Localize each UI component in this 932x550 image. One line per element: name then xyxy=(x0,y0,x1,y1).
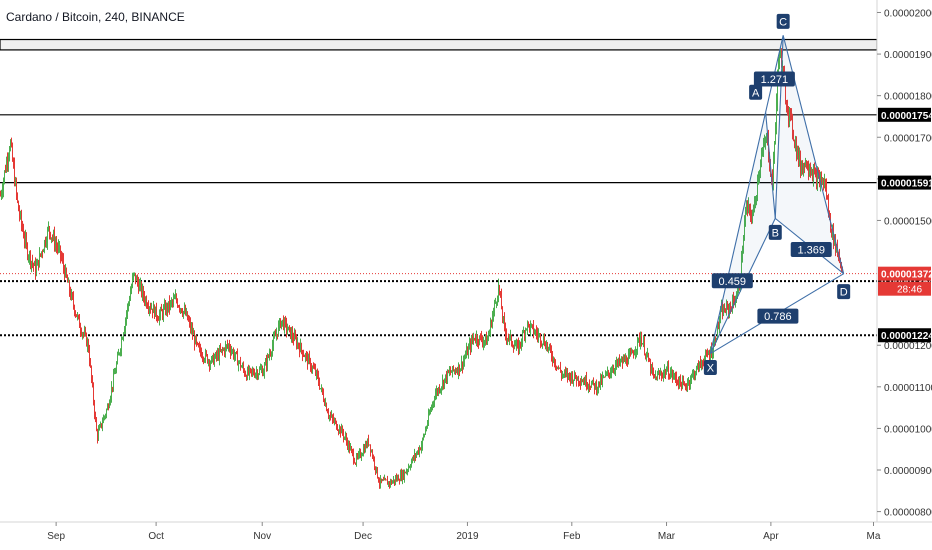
pattern-point-x: X xyxy=(707,363,715,375)
x-tick-label: Dec xyxy=(354,531,372,542)
y-tick-label: 0.00001500 xyxy=(884,216,932,227)
pattern-point-d: D xyxy=(840,287,848,299)
last-price-tag-bg xyxy=(878,266,931,281)
y-tick-label: 0.00002000 xyxy=(884,8,932,19)
level-tag: 0.00001591 xyxy=(881,179,932,190)
y-tick-label: 0.00001100 xyxy=(884,383,932,394)
x-tick-label: Sep xyxy=(47,531,65,542)
pattern-ratio-bg xyxy=(757,308,799,324)
x-tick-label: Ma xyxy=(867,531,881,542)
pattern-point-d-bg xyxy=(837,284,851,300)
x-tick-label: Nov xyxy=(253,531,271,542)
pattern-leg xyxy=(774,35,784,219)
pattern-point-x-bg xyxy=(703,360,717,376)
x-tick-label: Feb xyxy=(563,531,581,542)
last-price-tag: 0.00001372 xyxy=(881,270,932,281)
x-tick-label: Mar xyxy=(658,531,676,542)
pattern-point-b-bg xyxy=(768,224,782,240)
countdown-bg xyxy=(878,281,931,296)
pattern-ratio: 1.271 xyxy=(761,74,789,86)
pattern-point-b: B xyxy=(772,227,779,239)
pattern-point-c: C xyxy=(779,16,787,28)
y-tick-label: 0.00001900 xyxy=(884,50,932,61)
level-tag-bg xyxy=(878,107,931,122)
y-tick-label: 0.00000800 xyxy=(884,508,932,519)
y-tick-label: 0.00001800 xyxy=(884,92,932,103)
level-tag: 0.00001224 xyxy=(881,331,932,342)
pattern-fill xyxy=(710,112,776,354)
pattern-ratio-bg xyxy=(790,242,832,258)
pattern-ratio: 1.369 xyxy=(797,245,825,257)
countdown-label: 28:46 xyxy=(897,285,922,296)
chart-title: Cardano / Bitcoin, 240, BINANCE xyxy=(6,10,185,24)
pattern-leg xyxy=(709,112,767,354)
x-tick-label: Oct xyxy=(148,531,164,542)
level-tag: 0.00001754 xyxy=(881,111,932,122)
level-tag-bg xyxy=(878,175,931,190)
y-tick-label: 0.00001700 xyxy=(884,133,932,144)
x-tick-label: 2019 xyxy=(456,531,479,542)
pattern-leg xyxy=(765,112,776,219)
pattern-point-a-bg xyxy=(749,84,763,100)
y-tick-label: 0.00001000 xyxy=(884,424,932,435)
y-tick-label: 0.00001200 xyxy=(884,341,932,352)
x-tick-label: Apr xyxy=(763,531,779,542)
pattern-ratio: 0.459 xyxy=(719,276,747,288)
pattern-point-c-bg xyxy=(776,13,790,29)
pattern-ratio: 0.786 xyxy=(764,311,792,323)
resistance-zone xyxy=(0,38,878,51)
pattern-point-a: A xyxy=(752,87,760,99)
pattern-ratio-bg xyxy=(753,71,795,87)
y-tick-label: 0.00000900 xyxy=(884,466,932,477)
pattern-fill xyxy=(775,35,844,274)
level-tag-bg xyxy=(878,328,931,343)
pattern-ratio-bg xyxy=(711,273,753,289)
